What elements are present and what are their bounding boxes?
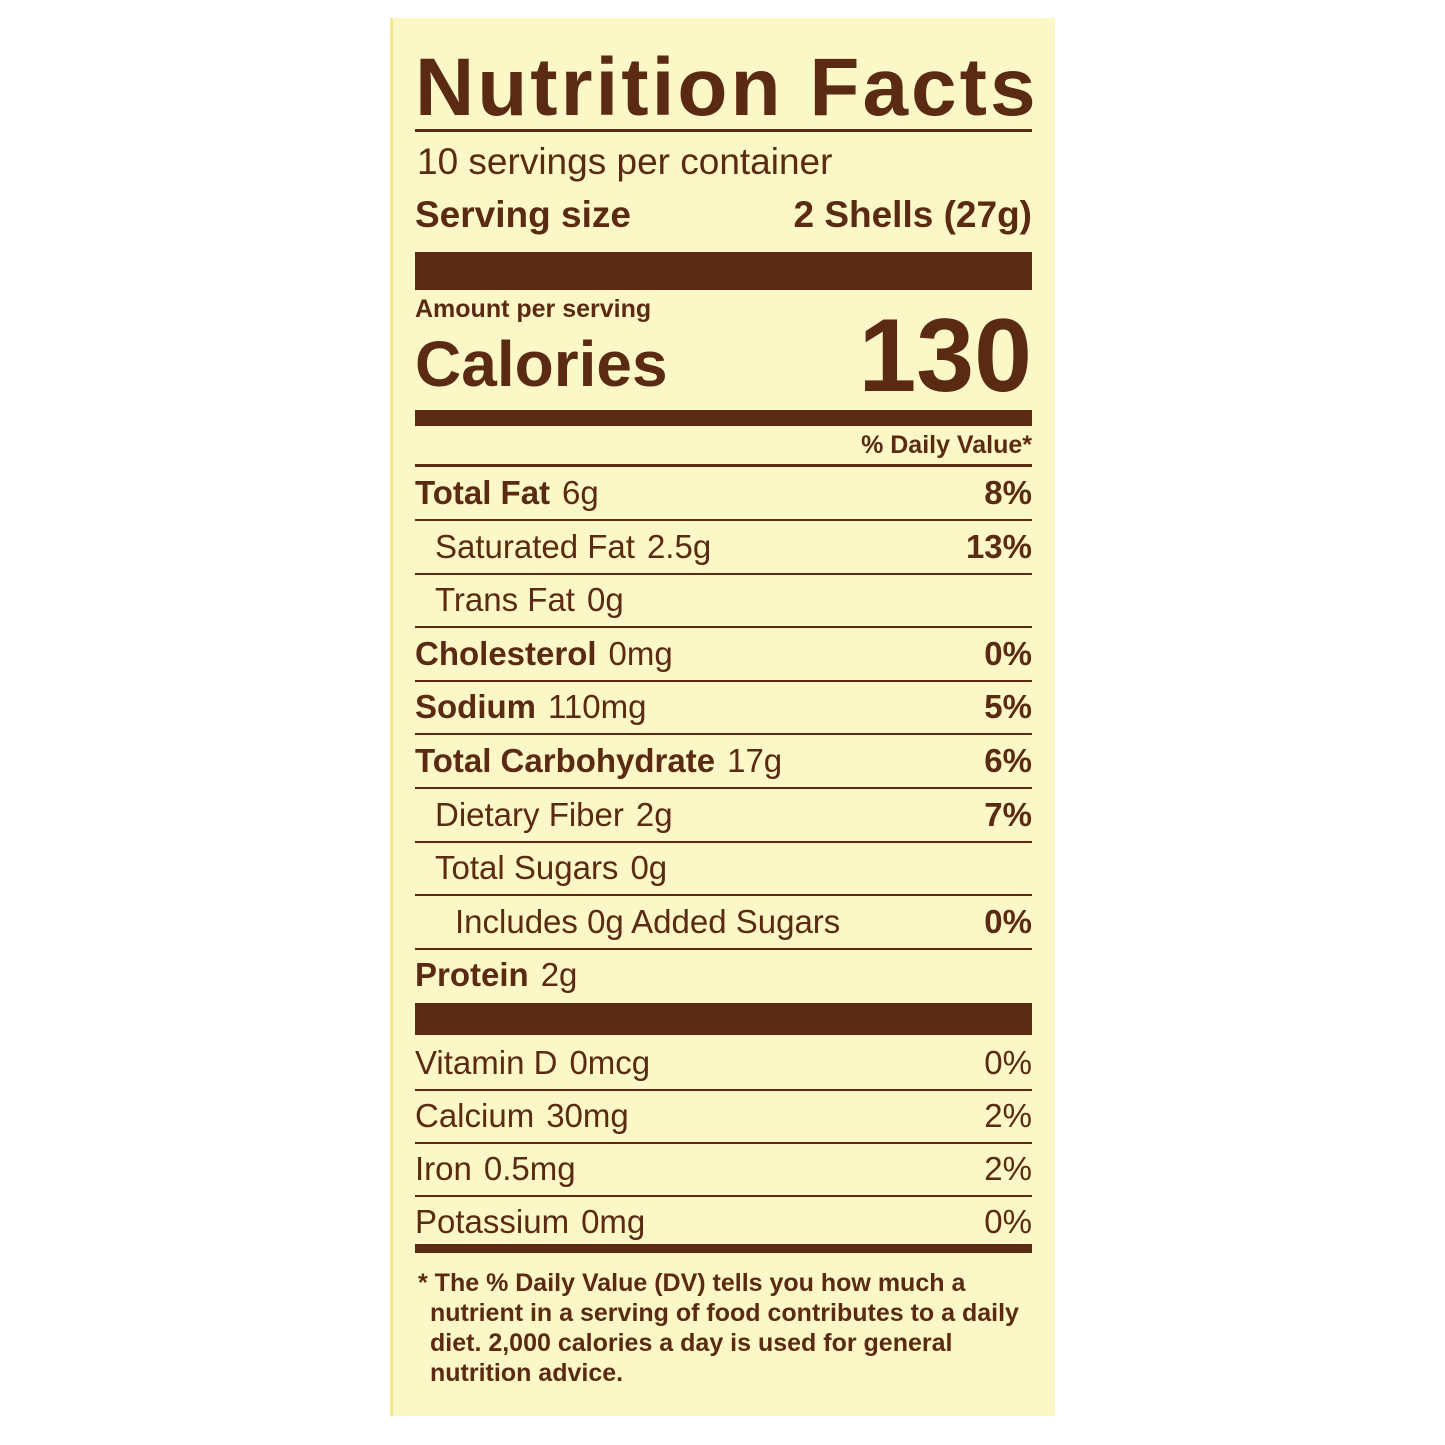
nutrient-row: Vitamin D 0mcg 0% [415, 1041, 1032, 1085]
nutrient-row: Total Fat 6g 8% [415, 471, 1032, 515]
label-title: Nutrition Facts [415, 42, 1039, 133]
divider [415, 679, 1032, 682]
daily-value: 5% [984, 688, 1032, 726]
daily-value: 2% [984, 1097, 1032, 1134]
nutrient-text: Total Carbohydrate 17g [415, 742, 782, 779]
servings: 10 servings per container [417, 141, 833, 182]
daily-value: 2% [984, 1150, 1032, 1187]
divider [415, 1142, 1032, 1144]
nutrient-name: Protein [415, 956, 529, 994]
divider [415, 894, 1032, 897]
divider [415, 572, 1032, 575]
nutrient-text: Total Sugars 0g [415, 849, 667, 886]
nutrient-name: Calcium [415, 1097, 535, 1134]
daily-value: 0% [984, 1203, 1032, 1240]
divider [415, 733, 1032, 736]
thick-bar [415, 410, 1032, 426]
divider [415, 947, 1032, 950]
daily-value: 7% [984, 795, 1032, 833]
nutrient-text: Dietary Fiber 2g [415, 796, 673, 833]
nutrient-amount: 30mg [546, 1097, 629, 1134]
nutrient-row: Total Sugars 0g [415, 846, 1032, 890]
nutrient-amount: 0mg [608, 634, 673, 672]
nutrient-name: Dietary Fiber [435, 795, 624, 833]
nutrient-amount: 0.5mg [483, 1150, 576, 1187]
nutrient-text: Vitamin D 0mcg [415, 1044, 650, 1081]
calories-label: Calories [415, 328, 668, 400]
nutrient-name: Vitamin D [415, 1044, 558, 1081]
nutrient-row: Includes 0g Added Sugars 0% [415, 900, 1032, 944]
label-panel [390, 18, 1055, 1416]
nutrient-text: Total Fat 6g [415, 474, 599, 511]
nutrient-row: Cholesterol 0mg 0% [415, 632, 1032, 676]
daily-value: 0% [984, 902, 1032, 940]
nutrient-amount: 6g [562, 474, 599, 511]
daily-value: 8% [984, 474, 1032, 511]
nutrient-row: Protein 2g [415, 953, 1032, 997]
nutrient-amount: 110mg [548, 688, 647, 726]
nutrient-amount: 0mcg [569, 1044, 651, 1081]
nutrient-amount: 0mg [581, 1203, 646, 1240]
daily-value-header: % Daily Value* [861, 431, 1032, 459]
thick-bar [415, 1003, 1032, 1035]
daily-value: 0% [984, 1044, 1032, 1081]
divider [415, 626, 1032, 629]
nutrient-name: Total Sugars [435, 849, 619, 887]
divider [415, 519, 1032, 521]
nutrient-row: Dietary Fiber 2g 7% [415, 793, 1032, 837]
nutrient-row: Iron 0.5mg 2% [415, 1147, 1032, 1191]
nutrient-name: Cholesterol [415, 634, 597, 672]
amount-per-serving: Amount per serving [415, 295, 652, 323]
nutrient-row: Calcium 30mg 2% [415, 1094, 1032, 1138]
nutrient-amount: 2g [540, 956, 578, 994]
nutrient-amount: 0g [586, 581, 624, 619]
nutrient-text: Cholesterol 0mg [415, 635, 673, 672]
divider [415, 787, 1032, 789]
nutrient-name: Total Carbohydrate [415, 742, 716, 779]
calories-value: 130 [858, 298, 1032, 414]
daily-value: 13% [965, 527, 1032, 565]
serving-size-value: 2 Shells (27g) [793, 194, 1032, 235]
nutrient-row: Sodium 110mg 5% [415, 685, 1032, 729]
footnote-line: nutrition advice. [430, 1359, 624, 1387]
footnote-line: diet. 2,000 calories a day is used for g… [430, 1329, 953, 1357]
nutrient-name: Includes 0g Added Sugars [455, 902, 841, 940]
nutrient-text: Saturated Fat 2.5g [415, 528, 711, 565]
nutrient-amount: 17g [727, 742, 783, 779]
nutrient-amount: 2.5g [646, 527, 712, 565]
nutrient-name: Trans Fat [435, 581, 575, 619]
serving-size-label: Serving size [415, 194, 631, 235]
nutrient-name: Sodium [415, 688, 536, 726]
thick-bar [415, 252, 1032, 290]
divider [415, 840, 1032, 843]
thick-bar [415, 1244, 1032, 1253]
footnote-line: * The % Daily Value (DV) tells you how m… [418, 1269, 966, 1297]
nutrient-row: Saturated Fat 2.5g 13% [415, 525, 1032, 569]
nutrient-name: Saturated Fat [435, 527, 635, 565]
daily-value: 0% [984, 634, 1032, 672]
nutrient-row: Trans Fat 0g [415, 578, 1032, 622]
divider [415, 129, 1032, 132]
nutrient-name: Total Fat [415, 474, 551, 511]
nutrient-text: Trans Fat 0g [415, 581, 624, 618]
nutrient-amount: 2g [635, 795, 673, 833]
nutrient-name: Iron [415, 1150, 472, 1187]
divider [415, 1195, 1032, 1197]
nutrient-text: Iron 0.5mg [415, 1150, 576, 1187]
divider [415, 1089, 1032, 1091]
nutrient-text: Potassium 0mg [415, 1203, 645, 1240]
nutrient-text: Includes 0g Added Sugars [415, 903, 840, 940]
nutrient-row: Total Carbohydrate 17g 6% [415, 739, 1032, 783]
divider [415, 464, 1032, 467]
daily-value: 6% [984, 742, 1032, 779]
nutrient-row: Potassium 0mg 0% [415, 1200, 1032, 1244]
nutrient-text: Protein 2g [415, 956, 577, 993]
nutrient-amount: 0g [630, 849, 668, 887]
footnote-line: nutrient in a serving of food contribute… [430, 1299, 1019, 1327]
nutrient-text: Calcium 30mg [415, 1097, 629, 1134]
nutrient-text: Sodium 110mg [415, 688, 646, 725]
nutrient-name: Potassium [415, 1203, 570, 1240]
